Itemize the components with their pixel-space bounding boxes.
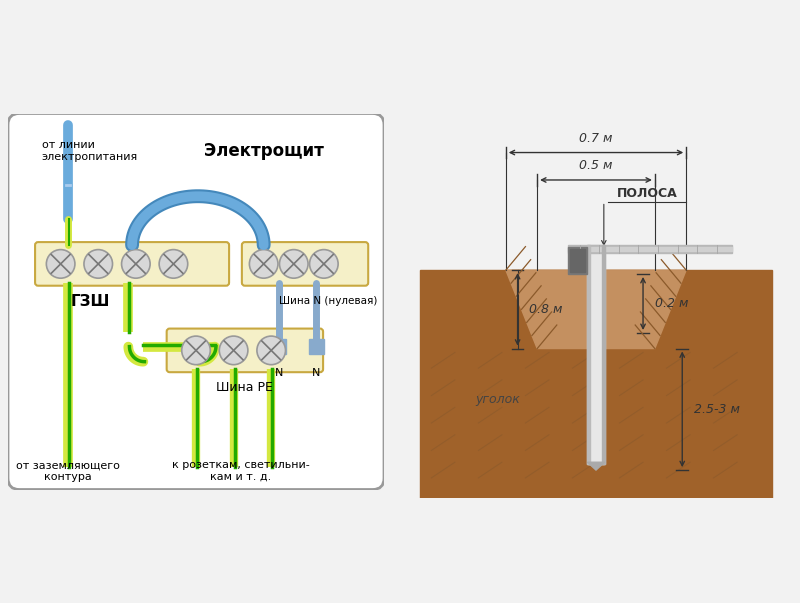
Bar <box>400 106 792 270</box>
Bar <box>420 270 773 497</box>
Bar <box>602 245 605 464</box>
Text: 0.5 м: 0.5 м <box>579 159 613 172</box>
Text: к розеткам, светильни-
кам и т. д.: к розеткам, светильни- кам и т. д. <box>172 460 310 482</box>
Text: ПОЛОСА: ПОЛОСА <box>617 186 678 200</box>
Circle shape <box>84 250 113 278</box>
Text: уголок: уголок <box>476 393 520 406</box>
Bar <box>568 247 587 274</box>
Circle shape <box>250 250 278 278</box>
Text: 2.5-3 м: 2.5-3 м <box>694 403 740 416</box>
Bar <box>309 339 324 354</box>
Bar <box>570 248 586 272</box>
Bar <box>568 247 733 251</box>
Bar <box>587 245 590 464</box>
Bar <box>587 245 605 464</box>
FancyBboxPatch shape <box>35 242 229 286</box>
Text: 0.8 м: 0.8 м <box>530 303 562 316</box>
Bar <box>588 245 604 464</box>
Text: N: N <box>312 368 321 378</box>
Circle shape <box>122 250 150 278</box>
FancyBboxPatch shape <box>8 113 384 490</box>
Text: 0.2 м: 0.2 м <box>654 297 688 310</box>
Text: Шина N (нулевая): Шина N (нулевая) <box>278 297 377 306</box>
Circle shape <box>159 250 188 278</box>
Text: Электрощит: Электрощит <box>204 142 324 160</box>
FancyBboxPatch shape <box>166 329 323 372</box>
Bar <box>271 339 286 354</box>
FancyBboxPatch shape <box>242 242 368 286</box>
Circle shape <box>46 250 75 278</box>
Polygon shape <box>506 270 686 349</box>
Text: от линии
электропитания: от линии электропитания <box>42 140 138 162</box>
Text: ГЗШ: ГЗШ <box>71 294 110 309</box>
Circle shape <box>182 336 210 365</box>
Text: 0.7 м: 0.7 м <box>579 131 613 145</box>
Circle shape <box>310 250 338 278</box>
Text: от заземляющего
контура: от заземляющего контура <box>16 460 120 482</box>
Text: Шина РЕ: Шина РЕ <box>217 382 274 394</box>
Text: N: N <box>274 368 283 378</box>
Polygon shape <box>587 463 605 470</box>
Bar <box>568 245 733 253</box>
Circle shape <box>219 336 248 365</box>
Circle shape <box>257 336 286 365</box>
Circle shape <box>279 250 308 278</box>
